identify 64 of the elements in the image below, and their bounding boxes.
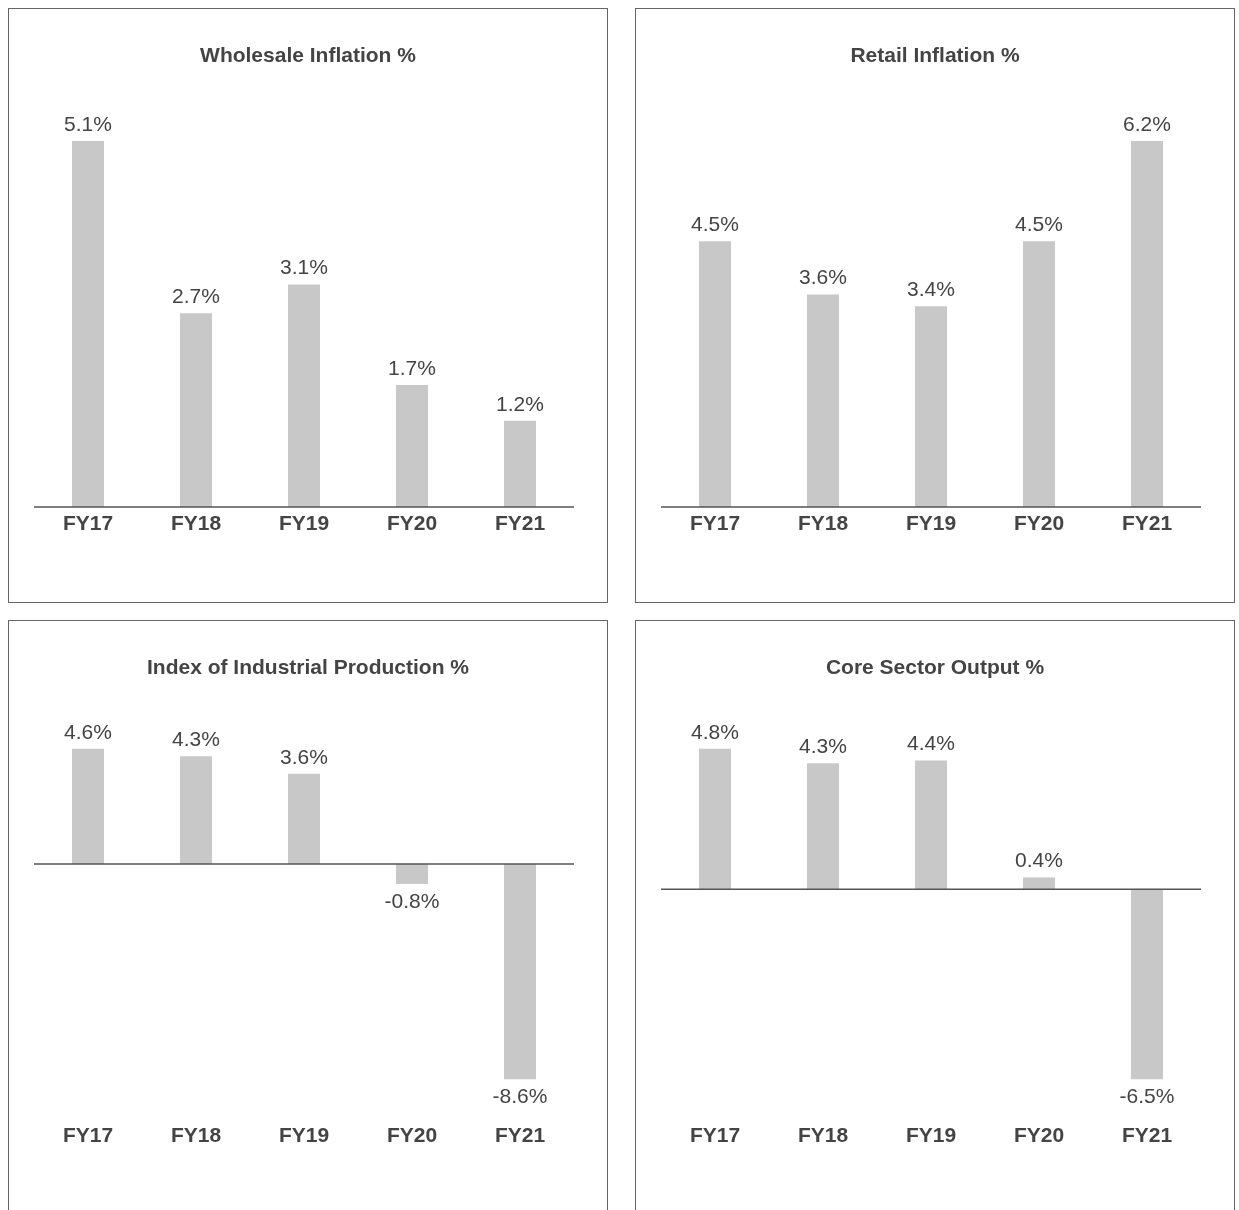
data-label: 1.2% [496, 391, 544, 415]
x-tick-label: FY20 [386, 1122, 438, 1146]
bar [699, 241, 731, 507]
data-label: 3.6% [280, 744, 328, 768]
data-label: 0.4% [1015, 848, 1063, 872]
bar [504, 420, 536, 507]
x-tick-label: FY21 [494, 1122, 546, 1146]
data-label: 2.7% [172, 284, 220, 308]
x-tick-label: FY19 [905, 510, 957, 534]
chart-title: Retail Inflation % [849, 43, 1021, 67]
data-label: 3.6% [799, 265, 847, 289]
data-label: 1.7% [388, 355, 436, 379]
x-tick-label: FY19 [905, 1122, 957, 1146]
chart-title: Core Sector Output % [824, 655, 1046, 679]
bar [396, 863, 428, 884]
chart-title: Wholesale Inflation % [199, 43, 417, 67]
data-label: 4.3% [799, 734, 847, 758]
chart-title: Index of Industrial Production % [146, 655, 470, 679]
data-label: 4.8% [691, 719, 739, 743]
x-tick-label: FY17 [62, 510, 114, 534]
x-tick-label: FY20 [1013, 510, 1065, 534]
x-tick-label: FY19 [278, 1122, 330, 1146]
x-tick-label: FY17 [689, 510, 741, 534]
x-tick-label: FY18 [797, 510, 849, 534]
bar [72, 140, 104, 507]
bar [1131, 889, 1163, 1080]
data-label: 4.3% [172, 727, 220, 751]
x-tick-label: FY19 [278, 510, 330, 534]
x-tick-label: FY18 [170, 510, 222, 534]
x-tick-label: FY20 [1013, 1122, 1065, 1146]
data-label: -8.6% [492, 1084, 548, 1108]
data-label: -6.5% [1119, 1084, 1175, 1108]
bar [699, 748, 731, 890]
data-label: 4.6% [64, 719, 112, 743]
bar [72, 748, 104, 864]
x-tick-label: FY21 [494, 510, 546, 534]
bar [1023, 241, 1055, 507]
data-label: 4.4% [907, 731, 955, 755]
x-tick-label: FY17 [62, 1122, 114, 1146]
data-label: 3.4% [907, 277, 955, 301]
bar [807, 763, 839, 890]
data-label: 5.1% [64, 111, 112, 135]
data-label: 6.2% [1123, 111, 1171, 135]
data-label: 4.5% [1015, 212, 1063, 236]
x-tick-label: FY20 [386, 510, 438, 534]
bar [915, 760, 947, 890]
data-label: -0.8% [384, 888, 440, 912]
x-tick-label: FY21 [1121, 1122, 1173, 1146]
bar [807, 294, 839, 507]
x-tick-label: FY17 [689, 1122, 741, 1146]
bar [180, 313, 212, 507]
bar [1131, 140, 1163, 507]
bar [288, 773, 320, 864]
data-label: 3.1% [280, 255, 328, 279]
x-tick-label: FY18 [797, 1122, 849, 1146]
x-tick-label: FY18 [170, 1122, 222, 1146]
bar [504, 863, 536, 1080]
bar [288, 284, 320, 507]
bar [396, 384, 428, 507]
bar [1023, 877, 1055, 890]
data-label: 4.5% [691, 212, 739, 236]
x-tick-label: FY21 [1121, 510, 1173, 534]
bar [180, 756, 212, 864]
bar [915, 306, 947, 507]
